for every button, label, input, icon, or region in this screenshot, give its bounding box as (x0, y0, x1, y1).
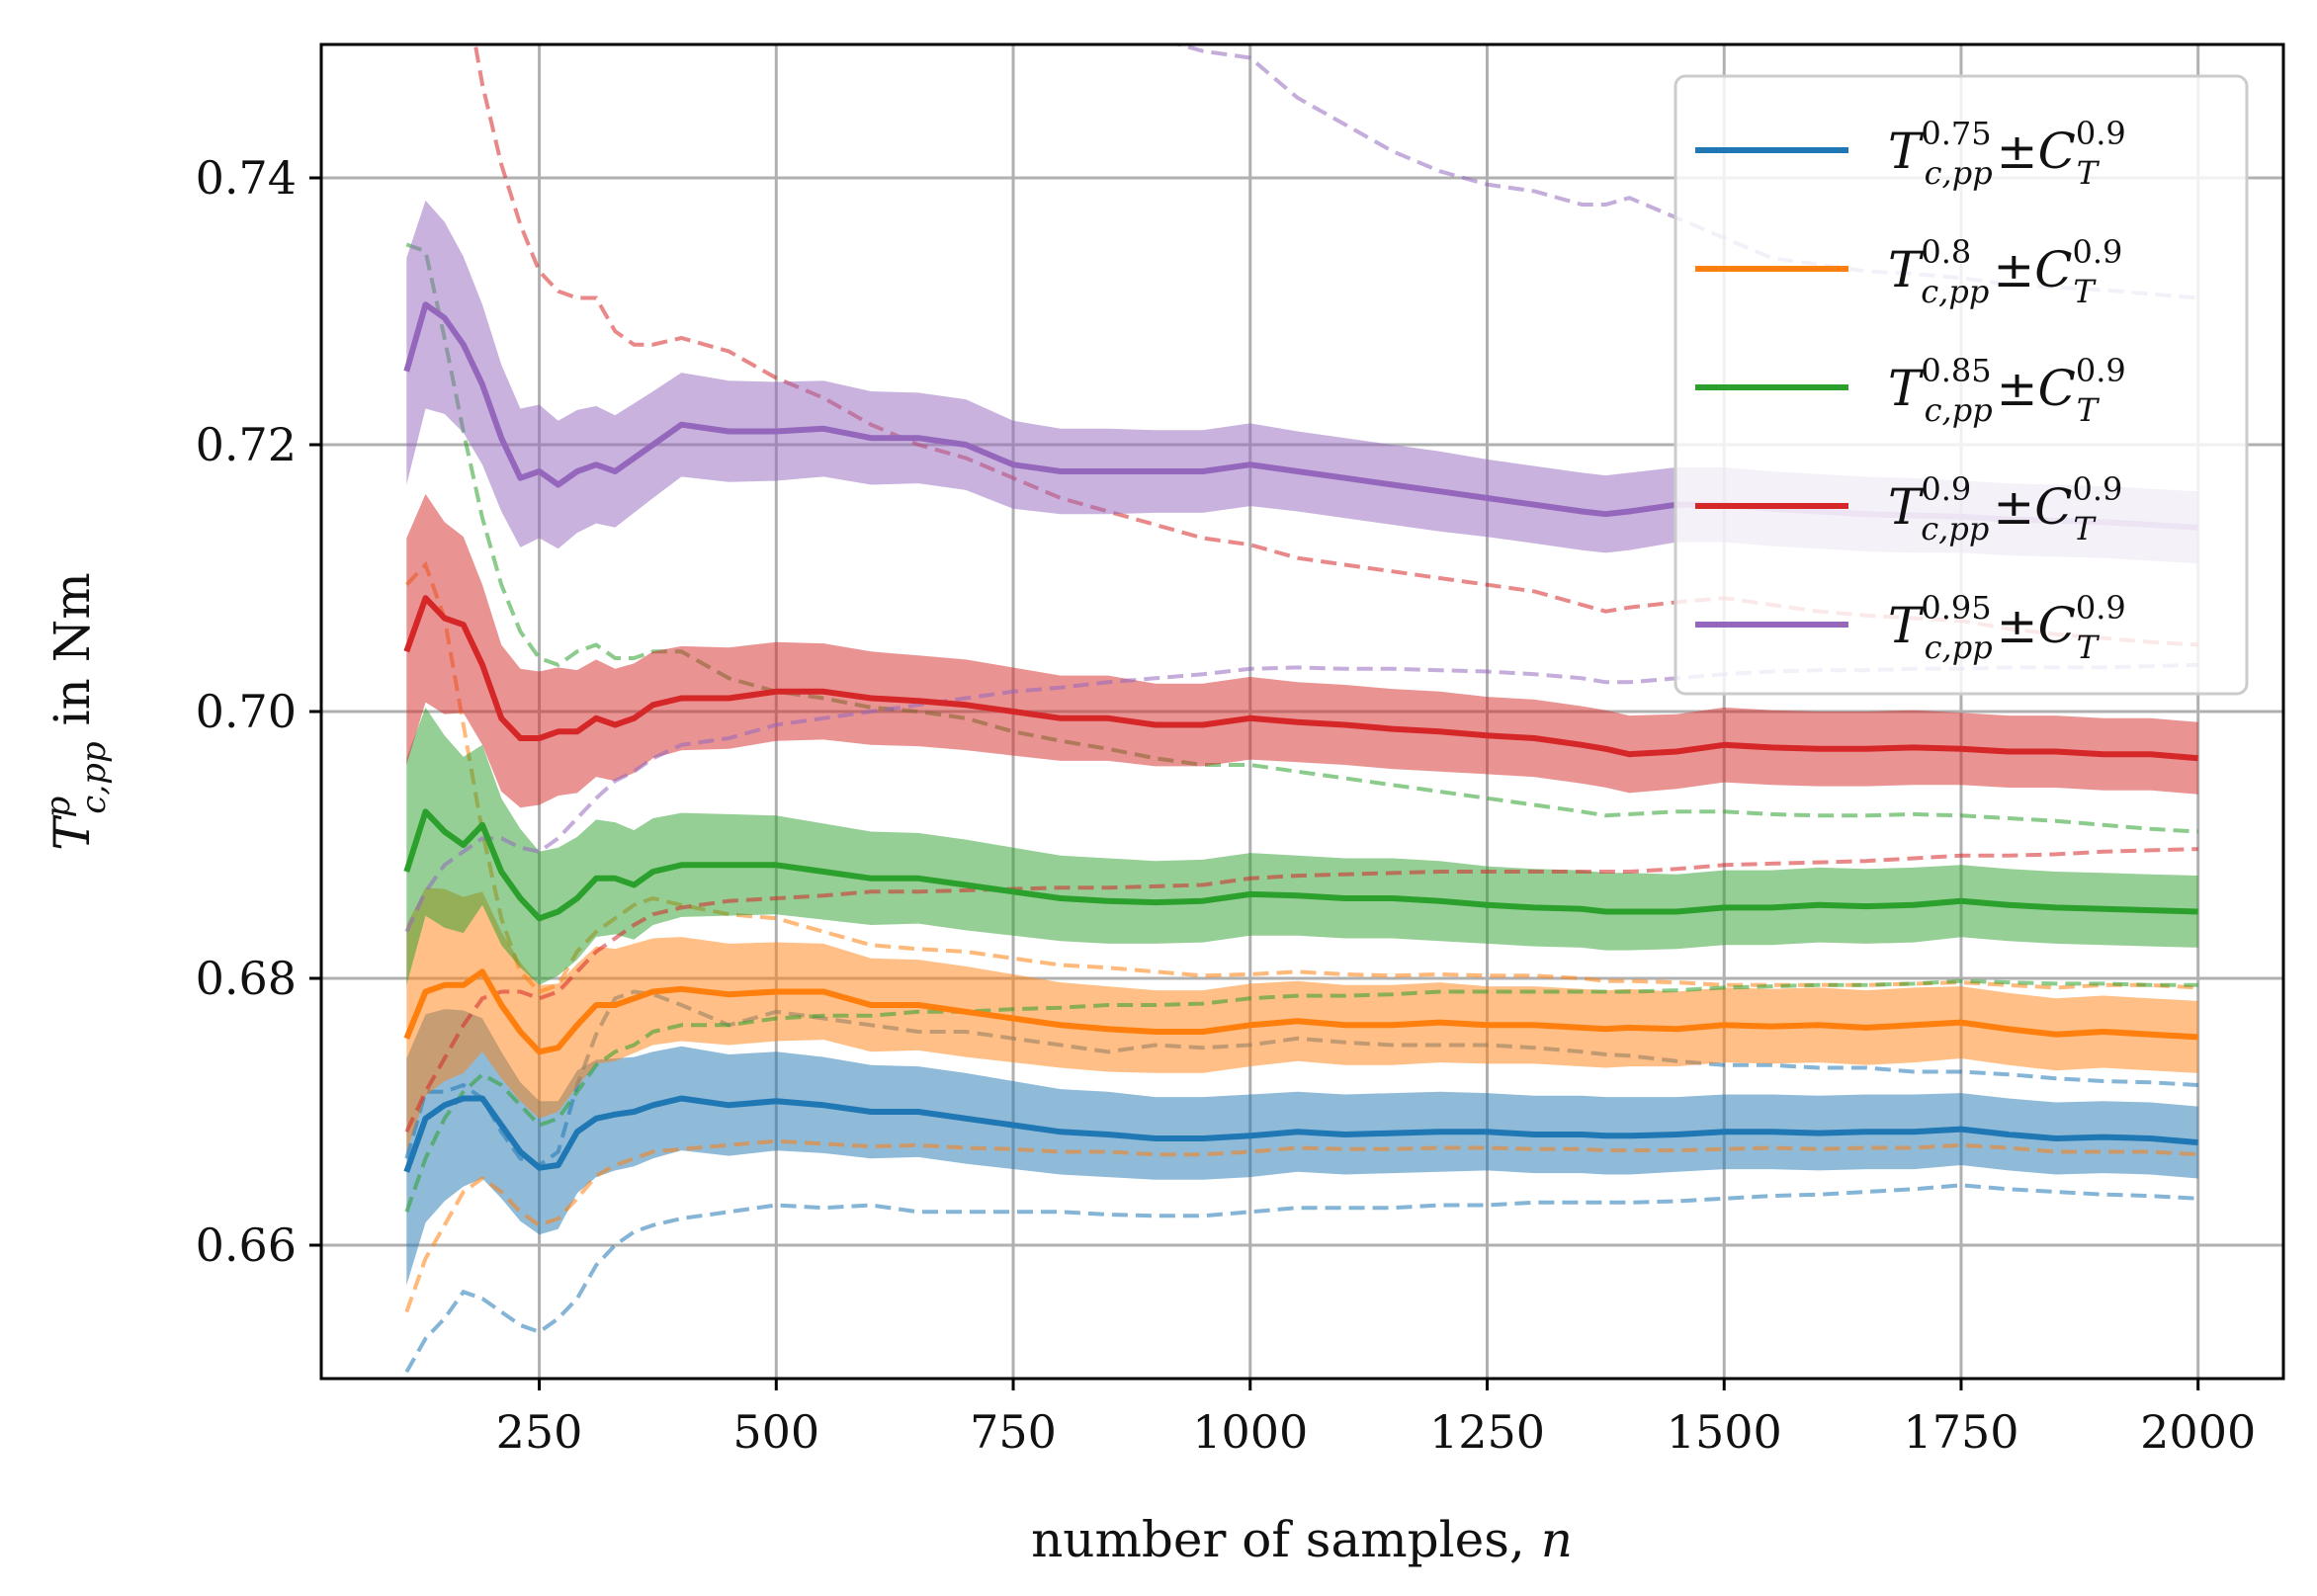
series-0.9-line (403, 595, 2198, 762)
series-0.9-band (406, 493, 2198, 808)
x-tick-label: 1250 (1429, 1405, 1545, 1459)
legend-label-0.95: T0.95 c,pp±C0.9 T (1888, 589, 2126, 666)
x-tick-label: 2000 (2140, 1405, 2256, 1459)
legend-label-0.75: T0.75 c,pp±C0.9 T (1888, 115, 2126, 192)
series-0.75-lower-dashed (404, 1183, 2198, 1374)
y-axis-label-sub: c,pp (74, 741, 114, 813)
x-tick-label: 1750 (1903, 1405, 2018, 1459)
series-0.9-lower-dashed (404, 847, 2198, 1134)
x-axis-label-text: number of samples, (1031, 1511, 1541, 1568)
y-tick-label: 0.74 (196, 151, 297, 205)
x-tick-label: 1000 (1192, 1405, 1308, 1459)
y-tick-label: 0.68 (196, 952, 297, 1005)
series-0.8-lower-dashed (404, 1138, 2198, 1313)
legend: T0.75 c,pp±C0.9 T T0.8 c,pp±C0.9 T T0.85 c,pp±C… (1673, 74, 2249, 696)
series-0.8-line (403, 968, 2198, 1055)
series-0.85-lower-dashed (404, 978, 2198, 1213)
y-axis-label-base: T (43, 814, 101, 851)
series-0.75-line (403, 1095, 2198, 1173)
x-tick-label: 250 (496, 1405, 583, 1459)
y-axis-label-unit: in Nm (43, 572, 101, 741)
y-axis-label: Tpc,pp in Nm (39, 572, 114, 851)
axes: 250 500 750 1000 1250 1500 1750 2000 0.66 0.68 0.7… (196, 151, 2257, 1459)
x-axis-label: number of samples, n (1031, 1511, 1573, 1568)
legend-box (1673, 74, 2249, 696)
legend-label-0.85: T0.85 c,pp±C0.9 T (1888, 352, 2126, 429)
y-axis-label-sup: p (39, 797, 78, 818)
x-axis-label-var: n (1541, 1511, 1573, 1568)
series-0.85-upper-dashed (405, 242, 2198, 834)
y-tick-label: 0.70 (196, 685, 297, 738)
x-tick-label: 500 (732, 1405, 819, 1459)
y-tick-label: 0.72 (196, 418, 297, 471)
series-0.85-band (406, 707, 2198, 985)
legend-label-0.8: T0.8 c,pp±C0.9 T (1888, 233, 2122, 310)
series-0.95-lower-dashed (404, 662, 2198, 933)
series-0.8-upper-dashed (404, 560, 2198, 994)
legend-label-0.9: T0.9 c,pp±C0.9 T (1888, 470, 2122, 547)
x-tick-label: 750 (970, 1405, 1057, 1459)
x-tick-label: 1500 (1667, 1405, 1782, 1459)
y-tick-label: 0.66 (196, 1218, 297, 1272)
series-0.85-line (403, 808, 2198, 922)
